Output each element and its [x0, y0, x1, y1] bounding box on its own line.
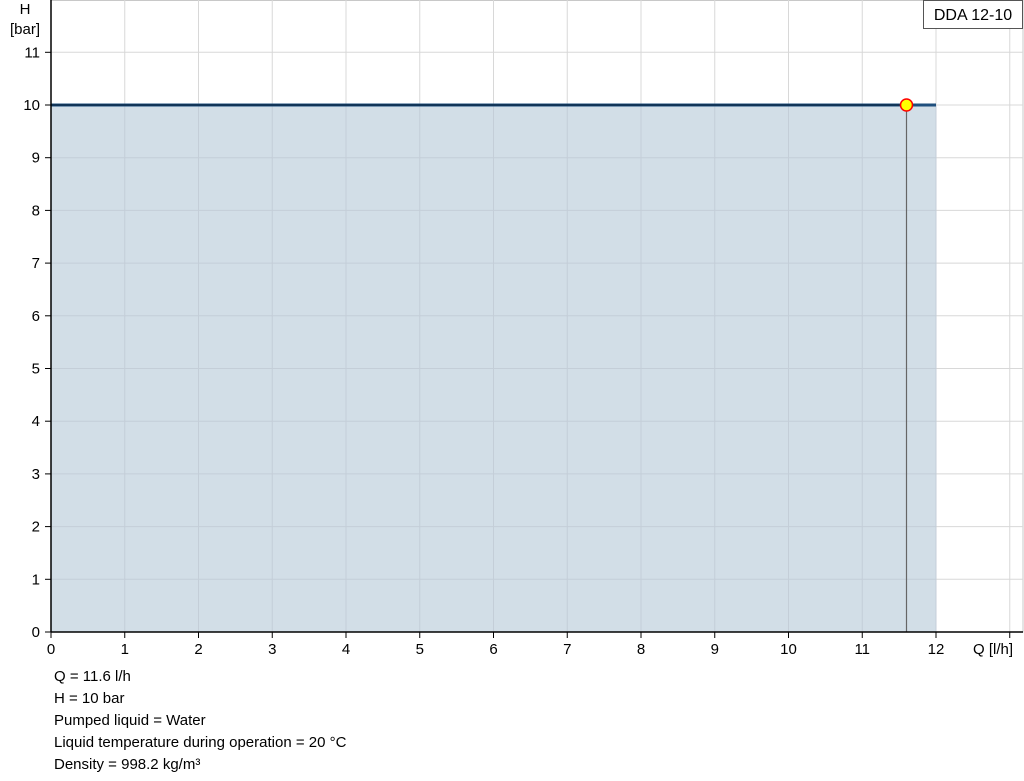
x-tick-label: 11 [854, 641, 870, 658]
info-temperature: Liquid temperature during operation = 20… [54, 734, 347, 751]
y-tick-label: 11 [24, 44, 40, 61]
x-tick-label: 0 [47, 641, 55, 658]
y-tick-label: 4 [32, 413, 40, 430]
y-tick-label: 10 [23, 97, 40, 114]
x-tick-label: 9 [711, 641, 719, 658]
x-tick-label: 5 [416, 641, 424, 658]
y-axis-unit: [bar] [10, 21, 40, 38]
y-tick-label: 9 [32, 150, 40, 167]
operating-info: Q = 11.6 l/h H = 10 bar Pumped liquid = … [54, 666, 346, 776]
x-tick-label: 1 [121, 641, 129, 658]
x-tick-label: 2 [194, 641, 202, 658]
x-tick-label: 12 [928, 641, 945, 658]
y-tick-label: 0 [32, 624, 40, 641]
operating-point [899, 98, 914, 112]
info-head: H = 10 bar [54, 690, 125, 707]
chart-title: DDA 12-10 [934, 7, 1012, 24]
x-tick-label: 6 [489, 641, 497, 658]
y-tick-label: 8 [32, 202, 40, 219]
x-tick-label: 10 [780, 641, 797, 658]
info-flow: Q = 11.6 l/h [54, 668, 131, 685]
x-axis-label: Q [l/h] [973, 641, 1013, 658]
x-tick-label: 3 [268, 641, 276, 658]
info-liquid: Pumped liquid = Water [54, 712, 206, 729]
info-density: Density = 998.2 kg/m³ [54, 756, 201, 773]
x-tick-label: 7 [563, 641, 571, 658]
y-tick-label: 2 [32, 519, 40, 536]
y-axis-label: H [20, 1, 31, 18]
x-tick-label: 4 [342, 641, 350, 658]
y-tick-label: 7 [32, 255, 40, 272]
y-tick-label: 5 [32, 361, 40, 378]
y-tick-label: 6 [32, 308, 40, 325]
x-tick-label: 8 [637, 641, 645, 658]
title-box [923, 0, 1023, 29]
y-tick-label: 1 [32, 571, 40, 588]
y-tick-label: 3 [32, 466, 40, 483]
